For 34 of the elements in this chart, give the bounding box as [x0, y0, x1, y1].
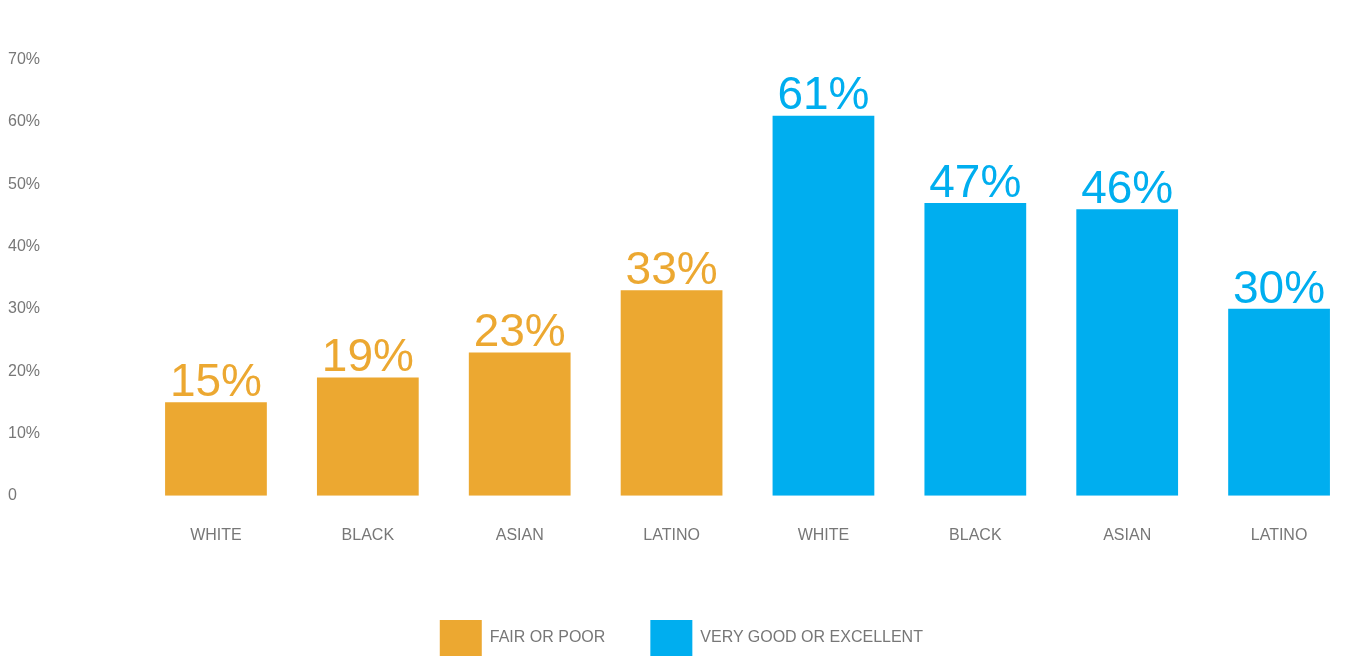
bar: [1076, 209, 1179, 496]
data-label: 46%: [1081, 160, 1174, 213]
data-label: 15%: [169, 354, 262, 407]
x-tick-label: WHITE: [797, 525, 850, 543]
data-label: 30%: [1233, 260, 1326, 313]
bar: [316, 377, 419, 496]
y-tick-label: 20%: [8, 361, 41, 379]
x-tick-label: LATINO: [643, 525, 700, 543]
legend-label: VERY GOOD OR EXCELLENT: [700, 628, 924, 646]
y-tick-label: 30%: [8, 299, 41, 317]
y-tick-label: 10%: [8, 423, 41, 441]
y-tick-label: 60%: [8, 112, 41, 130]
bar: [165, 402, 267, 496]
x-tick-label: ASIAN: [1103, 525, 1152, 543]
data-label: 33%: [625, 241, 718, 294]
bar: [772, 115, 875, 496]
y-tick-label: 50%: [8, 174, 41, 192]
data-label: 23%: [473, 304, 566, 357]
x-tick-label: ASIAN: [495, 525, 544, 543]
y-tick-label: 40%: [8, 236, 41, 254]
data-label: 47%: [929, 154, 1022, 207]
x-tick-label: BLACK: [341, 525, 395, 543]
data-label: 61%: [777, 67, 870, 120]
legend-label: FAIR OR POOR: [489, 628, 606, 646]
x-tick-label: WHITE: [190, 525, 242, 543]
bar: [924, 202, 1027, 496]
data-label: 19%: [321, 329, 414, 382]
y-tick-label: 70%: [8, 50, 41, 68]
x-tick-label: LATINO: [1250, 525, 1308, 543]
x-tick-label: BLACK: [949, 525, 1002, 543]
bar: [1228, 308, 1330, 496]
y-tick-label: 0: [8, 486, 17, 504]
bar: [620, 290, 723, 496]
bar: [468, 352, 571, 496]
